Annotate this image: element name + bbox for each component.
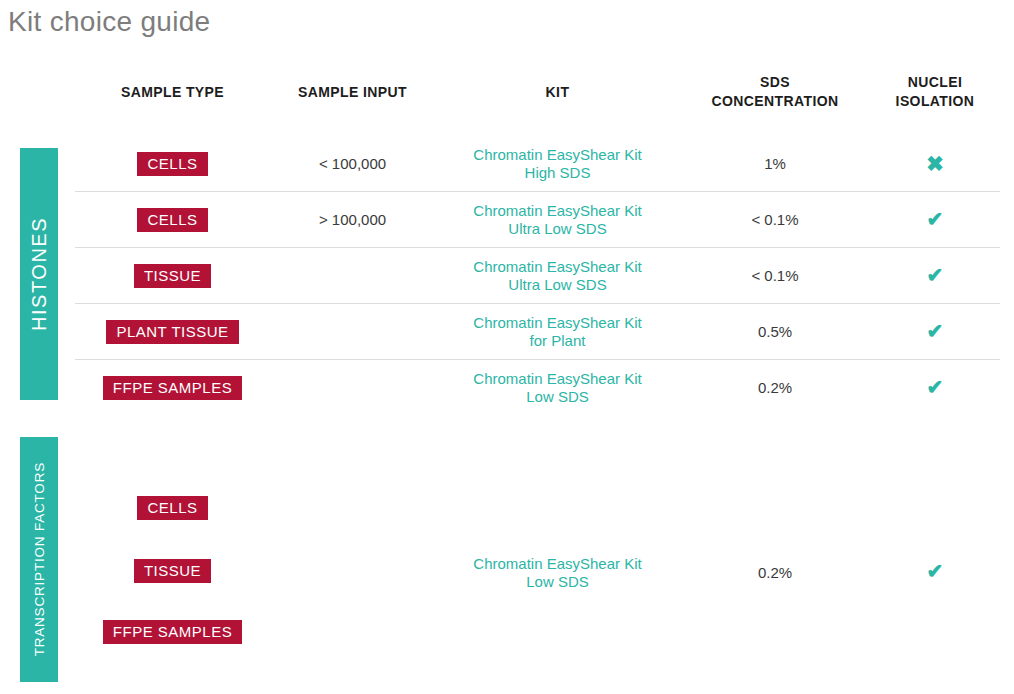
check-icon: ✔ <box>927 264 944 286</box>
column-header-label: NUCLEI ISOLATION <box>888 73 983 111</box>
kit-name-line2: Low SDS <box>473 573 641 591</box>
sample-type-badge: CELLS <box>137 152 207 176</box>
category-bar-histones: HISTONES <box>20 148 58 400</box>
kit-name-line2: Ultra Low SDS <box>473 276 641 294</box>
sds-concentration-value: 0.2% <box>758 379 792 396</box>
kit-name-line1: Chromatin EasyShear Kit <box>473 555 641 573</box>
table-row: FFPE SAMPLES Chromatin EasyShear Kit Low… <box>75 359 1000 415</box>
kit-link[interactable]: Chromatin EasyShear Kit Low SDS <box>473 370 641 406</box>
kit-link[interactable]: Chromatin EasyShear Kit Low SDS <box>473 555 641 591</box>
kit-name-line1: Chromatin EasyShear Kit <box>473 146 641 164</box>
sds-cell: 0.2% <box>680 564 870 582</box>
column-header-sample-type: SAMPLE TYPE <box>75 70 270 114</box>
sample-type-badge: TISSUE <box>134 264 211 288</box>
column-header-kit: KIT <box>435 70 680 114</box>
column-header-label: SAMPLE TYPE <box>121 83 224 102</box>
page-title: Kit choice guide <box>8 6 210 38</box>
table-row: CELLS > 100,000 Chromatin EasyShear Kit … <box>75 191 1000 247</box>
histones-table: CELLS < 100,000 Chromatin EasyShear Kit … <box>75 136 1000 415</box>
check-icon: ✔ <box>927 376 944 398</box>
sample-type-badge: CELLS <box>137 208 207 232</box>
kit-link[interactable]: Chromatin EasyShear Kit Ultra Low SDS <box>473 258 641 294</box>
category-bar-transcription-factors: TRANSCRIPTION FACTORS <box>20 437 58 682</box>
kit-name-line1: Chromatin EasyShear Kit <box>473 370 641 388</box>
sds-concentration-value: 1% <box>764 155 786 172</box>
sample-type-badge: FFPE SAMPLES <box>103 620 242 644</box>
table-row: PLANT TISSUE Chromatin EasyShear Kit for… <box>75 303 1000 359</box>
column-header-label: KIT <box>546 83 570 102</box>
nuclei-isolation-cell: ✔ <box>870 561 1000 582</box>
transcription-factors-table: CELLS TISSUE FFPE SAMPLES Chromatin Easy… <box>75 437 1000 682</box>
table-row: CELLS < 100,000 Chromatin EasyShear Kit … <box>75 136 1000 191</box>
column-header-label: SAMPLE INPUT <box>298 83 407 102</box>
kit-link[interactable]: Chromatin EasyShear Kit for Plant <box>473 314 641 350</box>
sds-concentration-value: 0.5% <box>758 323 792 340</box>
kit-name-line1: Chromatin EasyShear Kit <box>473 314 641 332</box>
check-icon: ✔ <box>927 320 944 342</box>
kit-link[interactable]: Chromatin EasyShear Kit High SDS <box>473 146 641 182</box>
category-label: TRANSCRIPTION FACTORS <box>32 462 47 656</box>
kit-name-line2: for Plant <box>473 332 641 350</box>
kit-link[interactable]: Chromatin EasyShear Kit Ultra Low SDS <box>473 202 641 238</box>
kit-name-line1: Chromatin EasyShear Kit <box>473 258 641 276</box>
kit-name-line1: Chromatin EasyShear Kit <box>473 202 641 220</box>
column-header-sample-input: SAMPLE INPUT <box>270 70 435 114</box>
sample-type-badge: TISSUE <box>134 559 211 583</box>
sds-concentration-value: 0.2% <box>758 564 792 581</box>
kit-cell: Chromatin EasyShear Kit Low SDS <box>435 555 680 591</box>
sample-type-slot: FFPE SAMPLES <box>75 620 270 644</box>
check-icon: ✔ <box>927 208 944 230</box>
kit-name-line2: High SDS <box>473 164 641 182</box>
sample-type-slot: TISSUE <box>75 559 270 583</box>
sds-concentration-value: < 0.1% <box>751 267 798 284</box>
category-label: HISTONES <box>28 217 51 331</box>
kit-name-line2: Low SDS <box>473 388 641 406</box>
column-header-nuclei-isolation: NUCLEI ISOLATION <box>870 70 1000 114</box>
sample-type-badge: PLANT TISSUE <box>106 320 238 344</box>
sample-type-badge: CELLS <box>137 496 207 520</box>
check-icon: ✔ <box>927 560 944 582</box>
sample-input-value: < 100,000 <box>319 155 386 172</box>
sample-type-badge: FFPE SAMPLES <box>103 376 242 400</box>
table-row: TISSUE Chromatin EasyShear Kit Ultra Low… <box>75 247 1000 303</box>
kit-name-line2: Ultra Low SDS <box>473 220 641 238</box>
sample-type-slot: CELLS <box>75 496 270 520</box>
cross-icon: ✖ <box>926 152 944 175</box>
sample-input-value: > 100,000 <box>319 211 386 228</box>
sds-concentration-value: < 0.1% <box>751 211 798 228</box>
column-header-sds-concentration: SDS CONCENTRATION <box>680 70 870 114</box>
column-header-label: SDS CONCENTRATION <box>708 73 843 111</box>
